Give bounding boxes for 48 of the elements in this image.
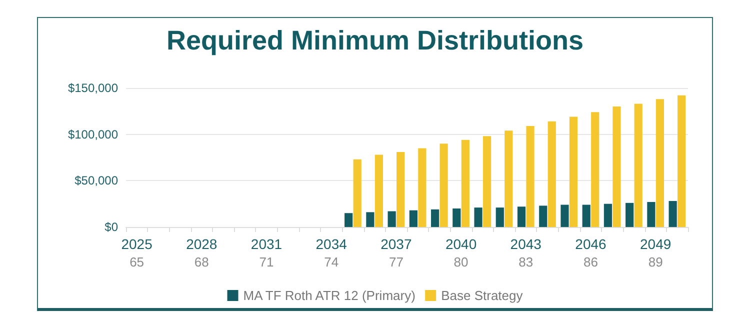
x-tick-label: 2040 80 xyxy=(445,236,477,270)
x-tick-label: 2034 74 xyxy=(316,236,348,270)
bar xyxy=(344,213,353,227)
bar xyxy=(582,204,590,227)
bar xyxy=(418,148,426,227)
bar xyxy=(430,209,440,227)
y-tick-label: $100,000 xyxy=(68,127,118,142)
bar xyxy=(482,136,492,227)
legend-label: MA TF Roth ATR 12 (Primary) xyxy=(243,288,416,303)
bar xyxy=(353,159,362,227)
bar xyxy=(374,154,384,227)
bar xyxy=(668,201,677,227)
bar xyxy=(548,121,556,227)
y-tick-label: $150,000 xyxy=(68,81,118,95)
chart-title: Required Minimum Distributions xyxy=(166,26,584,56)
x-tick-label: 2043 83 xyxy=(510,236,542,270)
bar xyxy=(474,208,482,227)
bar xyxy=(569,116,578,227)
bar xyxy=(539,206,548,227)
bar xyxy=(517,206,526,227)
bar xyxy=(452,208,461,227)
bar xyxy=(678,95,686,227)
bar xyxy=(612,106,621,227)
bar xyxy=(560,204,569,227)
bar xyxy=(461,140,470,227)
x-tick-label: 2025 65 xyxy=(121,236,153,270)
bar xyxy=(626,202,634,227)
bar xyxy=(647,202,656,227)
bar xyxy=(591,112,600,227)
bar xyxy=(526,126,534,227)
y-tick-label: $0 xyxy=(104,220,118,234)
x-tick-label: 2031 71 xyxy=(250,236,282,270)
bar xyxy=(504,130,513,227)
x-tick-label: 2037 77 xyxy=(380,236,412,270)
bar xyxy=(396,152,405,227)
bar xyxy=(409,210,418,227)
x-tick-label: 2049 89 xyxy=(640,236,672,270)
x-tick-label: 2028 68 xyxy=(186,236,218,270)
bar xyxy=(656,99,664,227)
legend-label: Base Strategy xyxy=(441,288,524,303)
bar xyxy=(604,204,612,227)
bar xyxy=(496,208,504,227)
y-tick-label: $50,000 xyxy=(74,174,118,188)
bar xyxy=(440,144,448,227)
bar xyxy=(366,212,374,227)
bar xyxy=(388,211,396,227)
bar xyxy=(634,104,642,227)
x-tick-label: 2046 86 xyxy=(575,236,607,270)
